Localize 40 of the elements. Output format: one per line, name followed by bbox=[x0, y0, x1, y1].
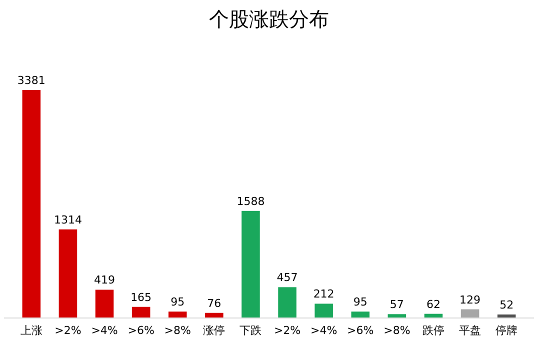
bar bbox=[278, 287, 296, 318]
x-tick-label: 跌停 bbox=[422, 324, 444, 337]
bar bbox=[22, 90, 41, 318]
bar bbox=[58, 229, 78, 318]
data-label: 129 bbox=[460, 293, 481, 306]
bar bbox=[168, 312, 187, 318]
x-tick-label: >6% bbox=[347, 324, 374, 337]
data-label: 457 bbox=[276, 271, 298, 284]
data-label: 1588 bbox=[236, 194, 265, 208]
x-tick-label: 平盘 bbox=[459, 324, 482, 337]
x-tick-label: 涨停 bbox=[203, 324, 226, 337]
x-tick-label: 上涨 bbox=[20, 324, 42, 337]
bar bbox=[242, 210, 260, 318]
data-label: 76 bbox=[207, 296, 222, 310]
x-tick-label: >4% bbox=[310, 324, 338, 337]
x-tick-label: >8% bbox=[384, 324, 410, 337]
x-tick-label: >6% bbox=[128, 324, 154, 337]
bar bbox=[132, 306, 150, 318]
x-tick-label: 停牌 bbox=[496, 324, 518, 337]
chart-title: 个股涨跌分布 bbox=[209, 7, 329, 31]
data-label: 95 bbox=[353, 296, 368, 309]
data-label: 1314 bbox=[54, 213, 82, 226]
bar bbox=[388, 314, 406, 318]
data-label: 62 bbox=[426, 298, 440, 311]
bar bbox=[95, 290, 114, 318]
x-tick-label: 下跌 bbox=[240, 324, 262, 337]
x-tick-label: >4% bbox=[91, 324, 118, 337]
data-label: 419 bbox=[94, 274, 116, 287]
data-label: 3381 bbox=[17, 74, 46, 87]
data-label: 57 bbox=[390, 298, 404, 312]
data-label: 95 bbox=[170, 296, 185, 309]
bar bbox=[460, 309, 480, 318]
x-tick-label: >2% bbox=[54, 324, 82, 337]
x-tick-label: >8% bbox=[164, 324, 191, 337]
bar bbox=[351, 312, 370, 318]
data-label: 52 bbox=[500, 298, 514, 312]
bar bbox=[314, 304, 333, 318]
data-label: 212 bbox=[313, 288, 334, 301]
data-label: 165 bbox=[130, 290, 152, 304]
x-tick-label: >2% bbox=[274, 324, 301, 337]
